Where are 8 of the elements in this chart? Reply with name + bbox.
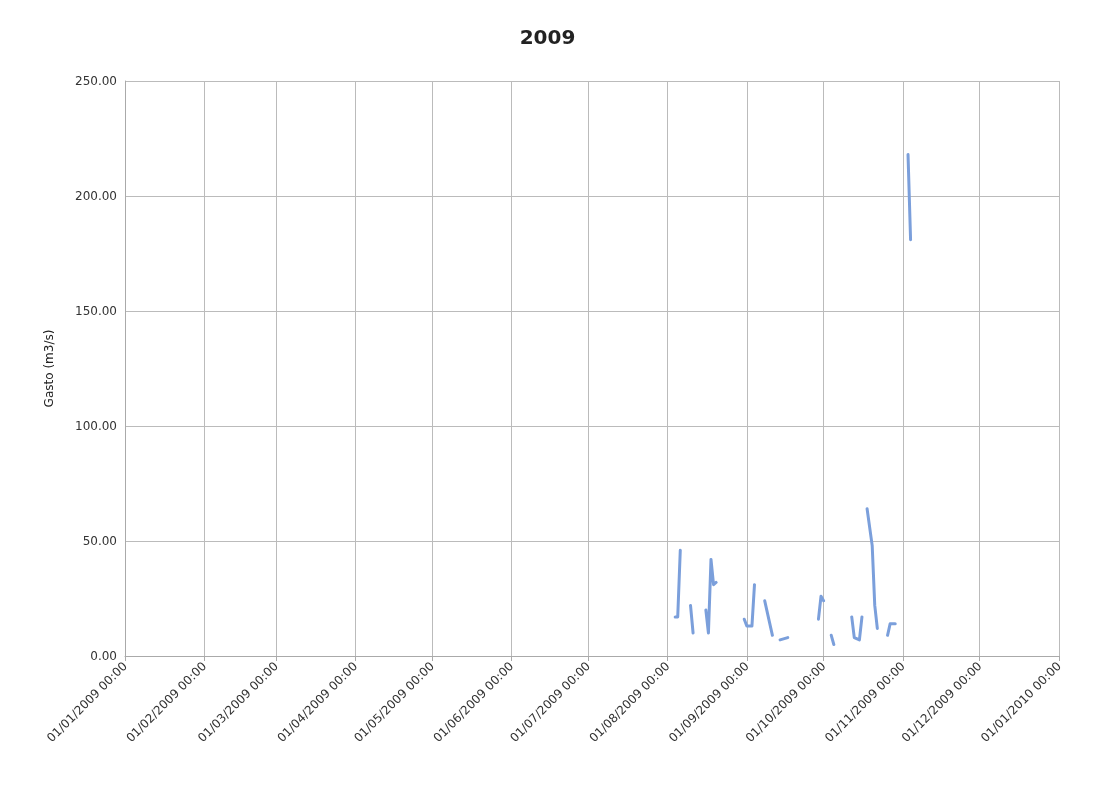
y-tick-label: 250.00 [75,74,117,88]
y-tick-label: 50.00 [82,534,117,548]
y-tick-label: 150.00 [75,304,117,318]
y-tick-label: 100.00 [75,419,117,433]
chart-title: 2009 [519,25,576,49]
y-tick-label: 200.00 [75,189,117,203]
y-tick-label: 0.00 [90,649,117,663]
y-axis-title: Gasto (m3/s) [42,329,56,408]
